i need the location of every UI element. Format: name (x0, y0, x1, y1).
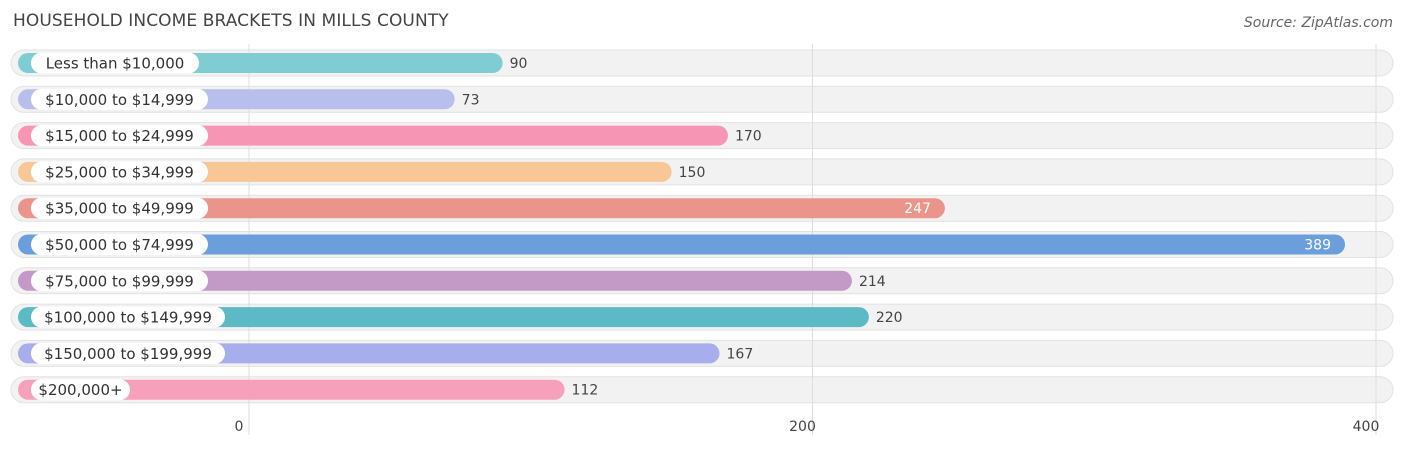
x-tick-label: 400 (1353, 419, 1380, 435)
bar (18, 234, 1346, 255)
value-label: 220 (876, 310, 903, 326)
bar (18, 307, 869, 328)
x-tick-label: 0 (235, 419, 244, 435)
category-label-pill (31, 234, 208, 255)
category-label: Less than $10,000 (46, 55, 185, 73)
value-label: 90 (510, 56, 528, 72)
bar (18, 379, 565, 400)
bar (18, 198, 945, 219)
value-label: 214 (859, 274, 886, 290)
value-label: 170 (735, 129, 762, 145)
chart-source: Source: ZipAtlas.com (1243, 15, 1393, 31)
category-label-pill (31, 197, 208, 219)
value-label: 167 (727, 346, 754, 362)
category-label-pill (31, 88, 208, 110)
category-label: $10,000 to $14,999 (45, 91, 194, 109)
category-label-pill (31, 270, 208, 292)
category-label-pill (31, 161, 208, 183)
category-label: $75,000 to $99,999 (45, 272, 194, 290)
category-label-pill (31, 125, 208, 147)
category-label: $100,000 to $149,999 (44, 309, 212, 327)
category-label: $15,000 to $24,999 (45, 127, 194, 145)
category-label: $35,000 to $49,999 (45, 200, 194, 218)
value-label: 247 (904, 201, 931, 217)
bar (18, 270, 852, 291)
category-label-pill (31, 52, 199, 74)
category-label-pill (31, 306, 225, 328)
chart-title: HOUSEHOLD INCOME BRACKETS IN MILLS COUNT… (13, 11, 449, 31)
category-label: $50,000 to $74,999 (45, 236, 194, 254)
category-label: $25,000 to $34,999 (45, 163, 194, 181)
value-label: 73 (462, 92, 480, 108)
category-label: $200,000+ (38, 381, 122, 399)
value-label: 150 (679, 165, 706, 181)
value-label: 112 (572, 383, 599, 399)
category-label: $150,000 to $199,999 (44, 345, 212, 363)
category-label-pill (31, 342, 225, 364)
category-label-pill (31, 379, 130, 401)
value-label: 389 (1304, 238, 1331, 254)
x-tick-label: 200 (789, 419, 816, 435)
